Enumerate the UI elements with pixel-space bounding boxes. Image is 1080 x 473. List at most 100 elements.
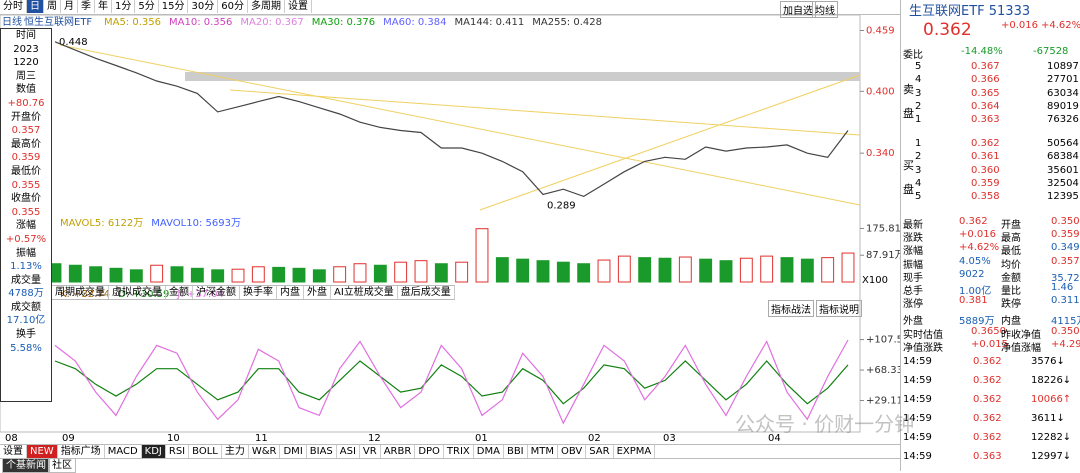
tab[interactable]: KDJ	[141, 445, 166, 458]
button[interactable]: 指标说明	[816, 300, 862, 317]
tab[interactable]: 换手率	[240, 286, 277, 299]
volume-bar	[292, 267, 306, 283]
tab[interactable]: BIAS	[307, 445, 337, 458]
tab[interactable]: DMI	[280, 445, 307, 458]
tab[interactable]: RSI	[166, 445, 190, 458]
tab[interactable]: 季	[78, 0, 95, 13]
quote-text: 12997↓	[1031, 451, 1072, 462]
frame	[0, 14, 861, 433]
tab[interactable]: 外盘	[304, 286, 331, 299]
tab[interactable]: TRIX	[444, 445, 474, 458]
tab[interactable]: 设置	[0, 445, 27, 458]
security-name: 恒生互联网ETF	[24, 15, 92, 28]
quote-text: 1	[915, 138, 922, 149]
quote-text: 9022	[959, 268, 985, 280]
quote-text: +0.015	[971, 338, 1009, 350]
x-tick-label: 03	[663, 433, 676, 444]
volume-bar	[394, 261, 408, 283]
quote-text: 0.362	[973, 432, 1002, 443]
tab[interactable]: ARBR	[381, 445, 416, 458]
quote-text: 涨停	[903, 299, 923, 311]
tab[interactable]: MTM	[528, 445, 558, 458]
indicator-label: MA255: 0.428	[532, 17, 602, 28]
tab[interactable]: 周	[44, 0, 61, 13]
volume-bar	[251, 266, 265, 283]
volume-bar	[699, 258, 713, 283]
tab[interactable]: ASI	[337, 445, 360, 458]
tab[interactable]: 内盘	[277, 286, 304, 299]
tab[interactable]: BOLL	[189, 445, 222, 458]
tab[interactable]: BBI	[504, 445, 528, 458]
volume-bar	[739, 257, 753, 283]
indicator-label: K: +32.74	[60, 289, 110, 300]
tab[interactable]: OBV	[558, 445, 587, 458]
x-tick-label: 02	[588, 433, 601, 444]
tab[interactable]: 指标广场	[58, 445, 105, 458]
button[interactable]: 均线	[812, 1, 838, 18]
info-text: 最高价	[11, 138, 41, 150]
tab[interactable]: 金额	[166, 286, 193, 299]
tab[interactable]: AI立桩成交量	[331, 286, 398, 299]
volume-bar	[89, 266, 103, 283]
quote-text: 0.349	[1051, 242, 1080, 254]
quote-text: 0.3650	[971, 325, 1006, 337]
tab[interactable]: 1分	[112, 0, 136, 13]
price-annotation: 0.289	[547, 201, 576, 212]
tab[interactable]: 年	[95, 0, 112, 13]
quote-text: 最高	[1001, 233, 1021, 245]
volume-bar	[333, 266, 347, 283]
tab[interactable]: 月	[61, 0, 78, 13]
quote-text: 总手	[903, 286, 923, 297]
volume-bar	[719, 260, 733, 283]
tab[interactable]: DPO	[415, 445, 444, 458]
quote-text: 委比	[903, 50, 923, 61]
y-tick-label: +107.5	[866, 335, 900, 346]
quote-text: 量比	[1001, 286, 1021, 297]
tab[interactable]: MACD	[105, 445, 142, 458]
quote-text: 0.358	[971, 191, 1000, 203]
tab[interactable]: DMA	[474, 445, 504, 458]
tab[interactable]: 30分	[188, 0, 219, 13]
button[interactable]: 指标战法	[768, 300, 814, 317]
trend-line	[479, 74, 861, 211]
tab[interactable]: VR	[360, 445, 381, 458]
y-tick-label: +68.33	[866, 365, 900, 376]
tab[interactable]: 15分	[159, 0, 189, 13]
volume-bar	[414, 260, 428, 283]
indicator-tabs: 设置 NEW 指标广场 MACD KDJ RSI BOLL 主力 W&R DMI BIAS ASI VR…	[0, 444, 900, 459]
tab[interactable]: 虚拟成交量	[109, 286, 166, 299]
quote-text: +4.62%	[1041, 20, 1080, 31]
quote-text: 4	[915, 74, 922, 86]
volume-bar	[455, 261, 469, 283]
tab[interactable]: 5分	[135, 0, 159, 13]
tab[interactable]: 设置	[285, 0, 312, 13]
tab[interactable]: 主力	[222, 445, 249, 458]
tab[interactable]: NEW	[27, 445, 58, 458]
volume-bar	[475, 228, 489, 283]
quote-text: 净值涨跌	[903, 342, 943, 354]
tab[interactable]: SAR	[586, 445, 614, 458]
tab[interactable]: 盘后成交量	[398, 286, 455, 299]
tab[interactable]: W&R	[249, 445, 281, 458]
tab[interactable]: 60分	[218, 0, 248, 13]
tab[interactable]: 沪深金额	[193, 286, 240, 299]
quote-text: 金额	[1001, 272, 1021, 284]
tab[interactable]: 分时	[0, 0, 27, 13]
quote-text: 0.363	[971, 114, 1000, 126]
tab[interactable]: 日	[27, 0, 44, 13]
quote-text: 89019	[1047, 100, 1079, 112]
tab[interactable]: EXPMA	[614, 445, 656, 458]
info-text: 0.355	[11, 179, 41, 191]
tab[interactable]: 多周期	[248, 0, 285, 13]
indicator-label: MA10: 0.356	[169, 17, 232, 28]
quote-text: 0.360	[971, 164, 1000, 176]
indicator-label: D: +30.59	[118, 289, 169, 300]
y-tick-label: 0.459	[866, 25, 895, 36]
x-tick-label: 09	[62, 433, 75, 444]
quote-text: 0.350	[1051, 325, 1080, 337]
volume-bar	[150, 264, 164, 283]
quote-text: 2	[915, 100, 922, 112]
tab[interactable]: 周期成交量	[52, 286, 109, 299]
quote-text: 32504	[1047, 177, 1079, 189]
button[interactable]: 加自选	[780, 1, 816, 18]
